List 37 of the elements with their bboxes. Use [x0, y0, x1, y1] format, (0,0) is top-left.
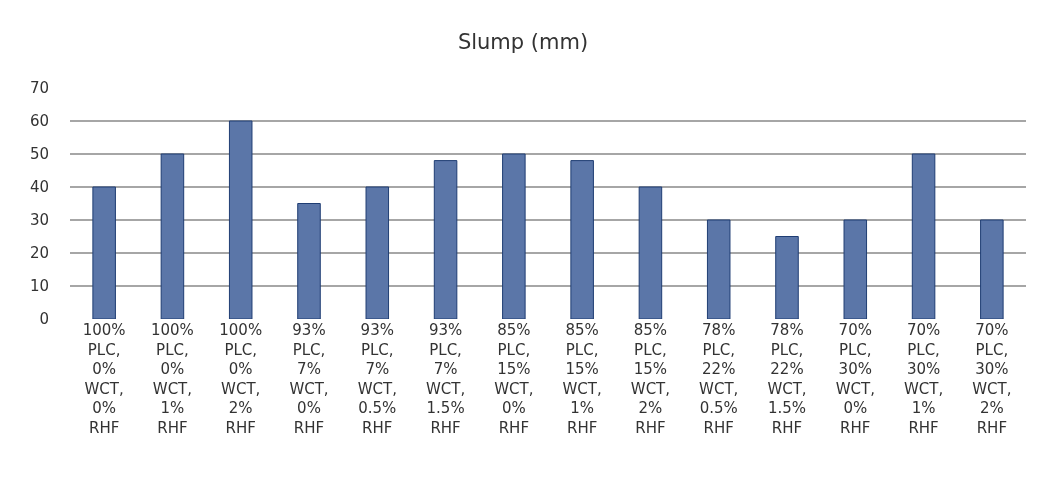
y-tick-label: 0	[39, 310, 49, 329]
x-tick-label: 85% PLC, 15% WCT, 1% RHF	[562, 321, 602, 437]
bar	[980, 219, 1004, 319]
bar	[433, 160, 458, 319]
x-tick-label: 70% PLC, 30% WCT, 1% RHF	[903, 321, 944, 437]
x-tick-label: 85% PLC, 15% WCT, 2% RHF	[630, 321, 671, 437]
bar	[92, 186, 116, 319]
x-tick-label: 78% PLC, 22% WCT, 1.5% RHF	[767, 321, 807, 437]
x-tick-label: 93% PLC, 7% WCT, 0% RHF	[289, 321, 329, 437]
x-tick-label: 100% PLC, 0% WCT, 2% RHF	[219, 321, 263, 437]
bar	[570, 160, 594, 319]
x-tick-label: 70% PLC, 30% WCT, 0% RHF	[835, 321, 875, 437]
bar	[911, 153, 936, 319]
x-tick-label: 85% PLC, 15% WCT, 0% RHF	[494, 321, 534, 437]
y-tick-label: 50	[29, 145, 49, 164]
x-tick-label: 93% PLC, 7% WCT, 0.5% RHF	[357, 321, 397, 437]
bar	[228, 120, 253, 319]
y-tick-label: 60	[29, 112, 49, 131]
chart-title: Slump (mm)	[457, 29, 589, 54]
bar	[706, 219, 731, 319]
y-tick-label: 20	[29, 244, 49, 263]
bar	[843, 219, 868, 319]
bar	[638, 186, 663, 319]
y-tick-label: 40	[29, 178, 49, 197]
x-tick-label: 70% PLC, 30% WCT, 2% RHF	[972, 321, 1012, 437]
x-tick-label: 100% PLC, 0% WCT, 1% RHF	[150, 321, 194, 437]
bar	[365, 186, 390, 319]
x-tick-label: 93% PLC, 7% WCT, 1.5% RHF	[425, 321, 466, 437]
bar	[775, 236, 799, 319]
y-tick-label: 10	[29, 277, 49, 296]
x-tick-label: 78% PLC, 22% WCT, 0.5% RHF	[699, 321, 739, 437]
y-tick-label: 70	[29, 79, 49, 98]
bar	[502, 153, 526, 319]
x-tick-label: 100% PLC, 0% WCT, 0% RHF	[82, 321, 126, 437]
y-tick-label: 30	[29, 211, 49, 230]
bar	[297, 203, 321, 319]
bar	[160, 153, 185, 319]
